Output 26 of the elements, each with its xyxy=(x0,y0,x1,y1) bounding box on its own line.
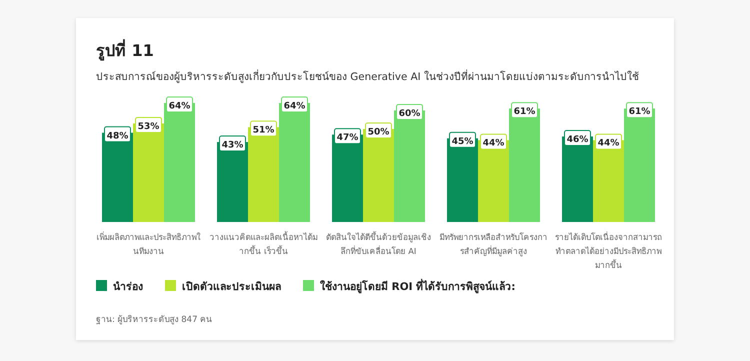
legend-label: เปิดตัวและประเมินผล xyxy=(182,281,281,293)
data-label: 50% xyxy=(368,128,390,138)
data-label: 48% xyxy=(106,131,128,142)
data-label: 44% xyxy=(598,138,620,149)
x-tick-label: รายได้เติบโตเนื่องจากสามารถทำตลาดได้อย่างมีประสิทธิภาพมากขึ้น xyxy=(554,230,663,272)
x-tick-label: มีทรัพยากรเหลือสำหรับโครงการสำคัญที่มีมูลค่าสูง xyxy=(439,231,548,258)
data-label: 61% xyxy=(514,107,536,118)
chart-title: รูปที่ 11 xyxy=(96,39,154,62)
data-label: 51% xyxy=(252,126,274,136)
data-label: 64% xyxy=(284,102,306,112)
x-tick-label: วางแนวคิดและผลิตเนื้อหาได้มากขึ้น เร็วขึ้น xyxy=(209,230,318,258)
legend-label: ใช้งานอยู่โดยมี ROI ที่ได้รับการพิสูจน์แล้ว: xyxy=(320,278,516,294)
data-label: 43% xyxy=(222,140,244,151)
data-label: 47% xyxy=(336,133,358,144)
text: ฐาน: ผู้บริหารระดับสูง 847 คน xyxy=(96,314,212,325)
data-label: 53% xyxy=(138,122,160,132)
x-tick-label: ตัดสินใจได้ดีขึ้นด้วยข้อมูลเชิงลึกที่ขับเคลื่อนโดย AI xyxy=(325,230,432,258)
data-label: 60% xyxy=(398,108,420,119)
x-tick-label: เพิ่มผลิตภาพและประสิทธิภาพในทีมงาน xyxy=(96,230,202,258)
chart-subtitle: ประสบการณ์ของผู้บริหารระดับสูงเกี่ยวกับประโยชน์ของ Generative AI ในช่วงปีที่ผ่านมาโดยแบ่งตามระดับการนำไปใช้ xyxy=(96,69,639,83)
data-label: 64% xyxy=(168,102,190,112)
data-label: 45% xyxy=(452,136,474,147)
data-label: 61% xyxy=(628,107,650,118)
data-label: 44% xyxy=(482,138,504,149)
data-label: 46% xyxy=(566,134,588,145)
legend-label: นำร่อง xyxy=(113,281,143,293)
